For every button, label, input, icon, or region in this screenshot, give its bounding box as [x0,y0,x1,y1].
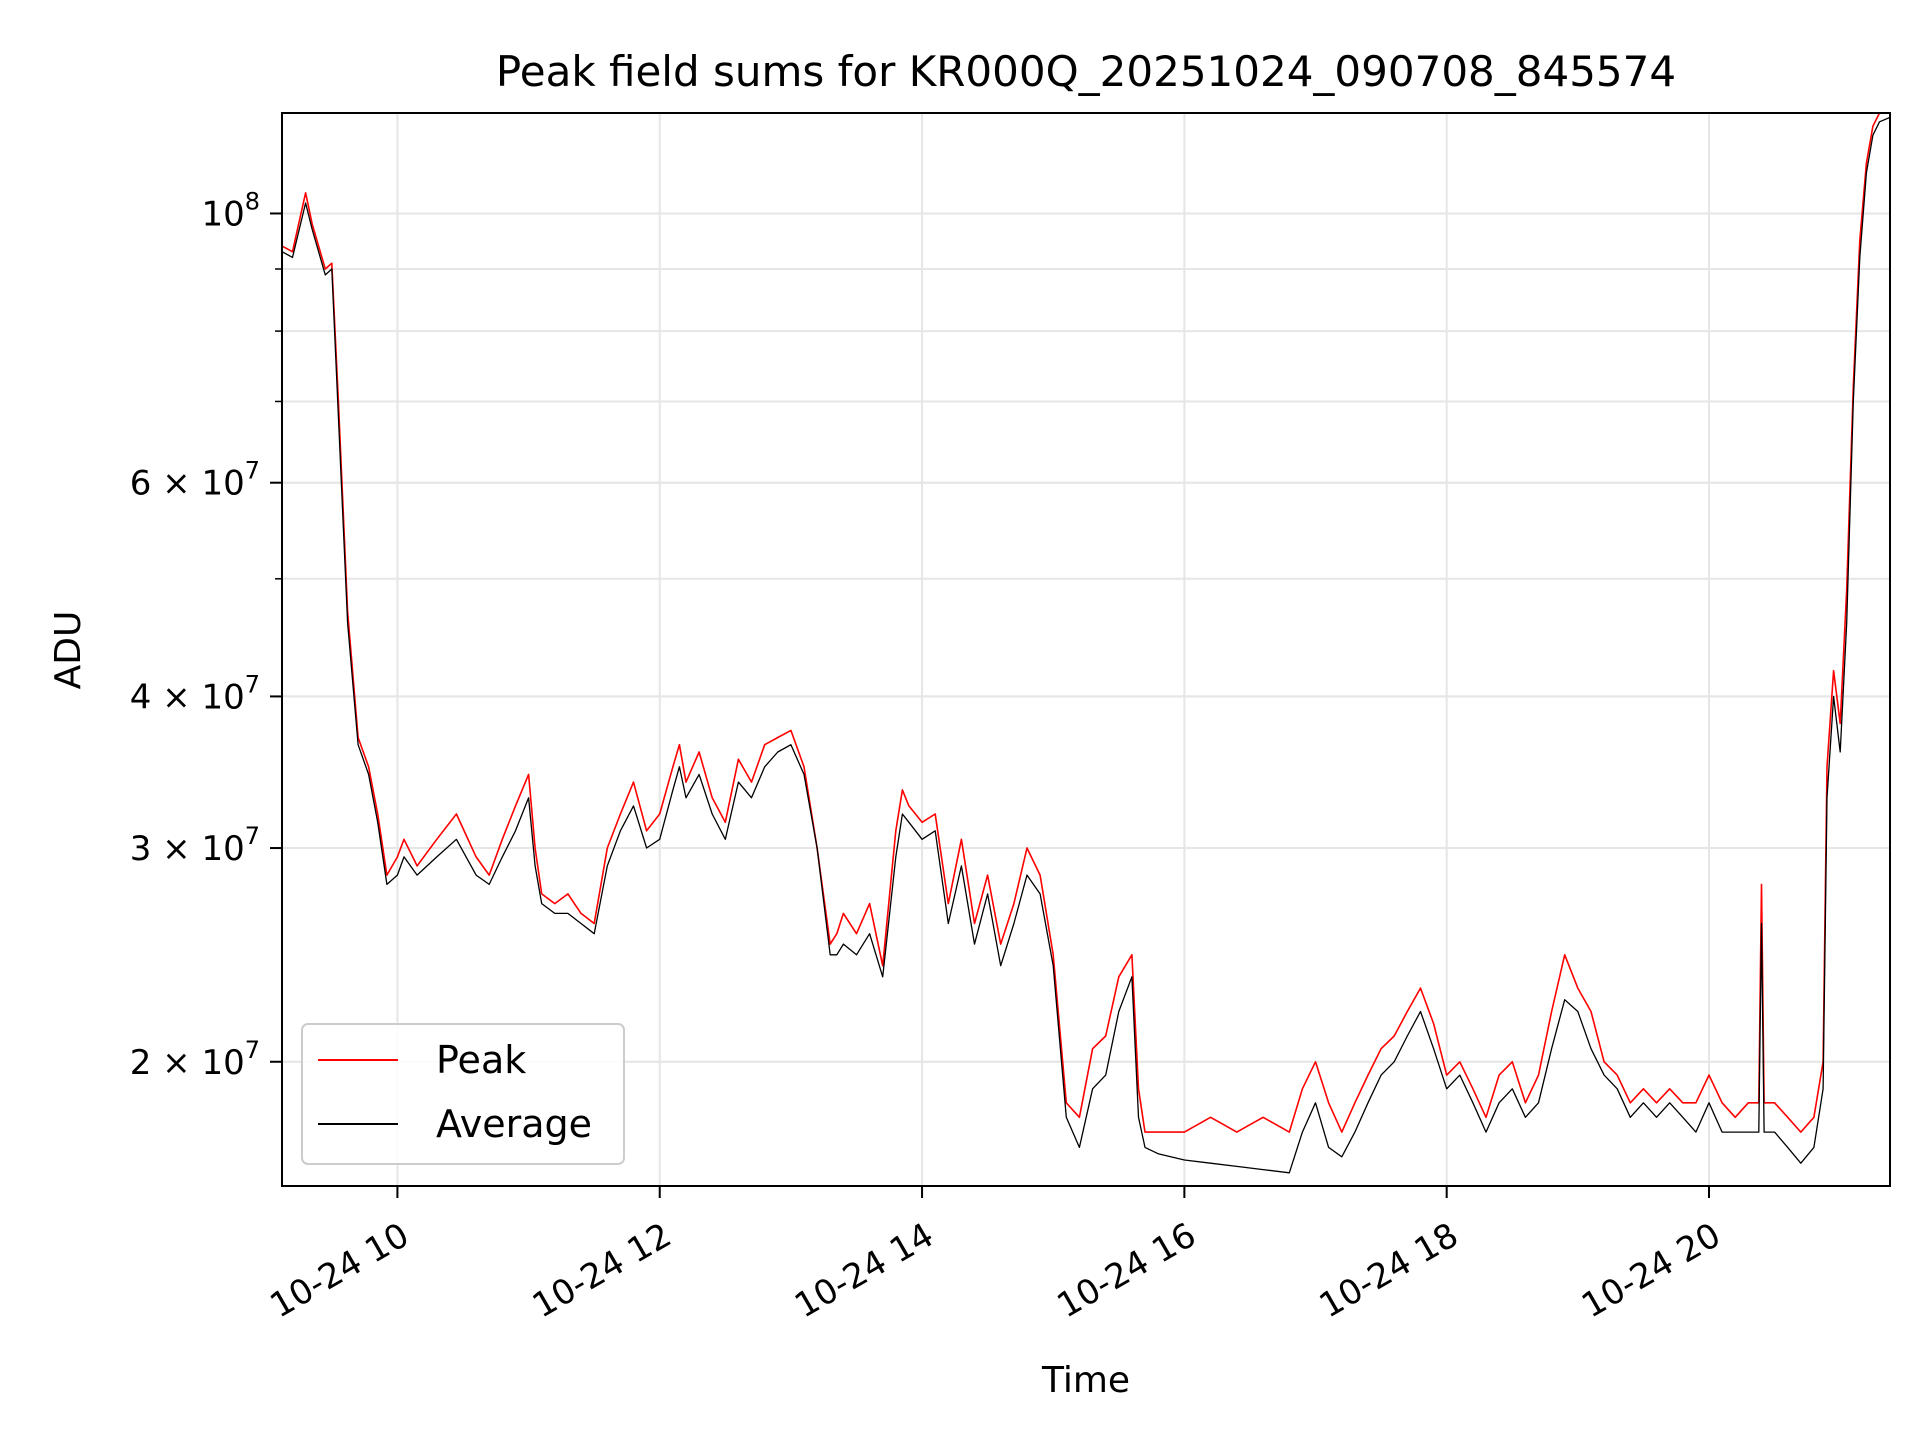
legend-label-peak: Peak [436,1038,526,1082]
y-axis-label: ADU [48,611,89,690]
y-tick-label: 2 × 107 [130,1036,260,1083]
legend: Peak Average [301,1023,625,1165]
y-tick-label: 4 × 107 [130,670,260,717]
series-layer [281,112,1891,1174]
y-tick-label: 6 × 107 [130,457,260,504]
y-axis: 2 × 107 3 × 107 4 × 107 6 × 107 108 [130,187,282,1083]
series-peak [281,112,1890,1133]
chart-title: Peak field sums for KR000Q_20251024_0907… [496,47,1676,96]
series-average [281,116,1891,1174]
plot-frame [281,112,1891,1187]
x-axis-label: Time [1041,1360,1130,1401]
y-tick-label: 108 [201,187,260,234]
legend-label-average: Average [436,1102,592,1146]
grid-lines [282,113,1890,1186]
y-tick-label: 3 × 107 [130,822,260,869]
